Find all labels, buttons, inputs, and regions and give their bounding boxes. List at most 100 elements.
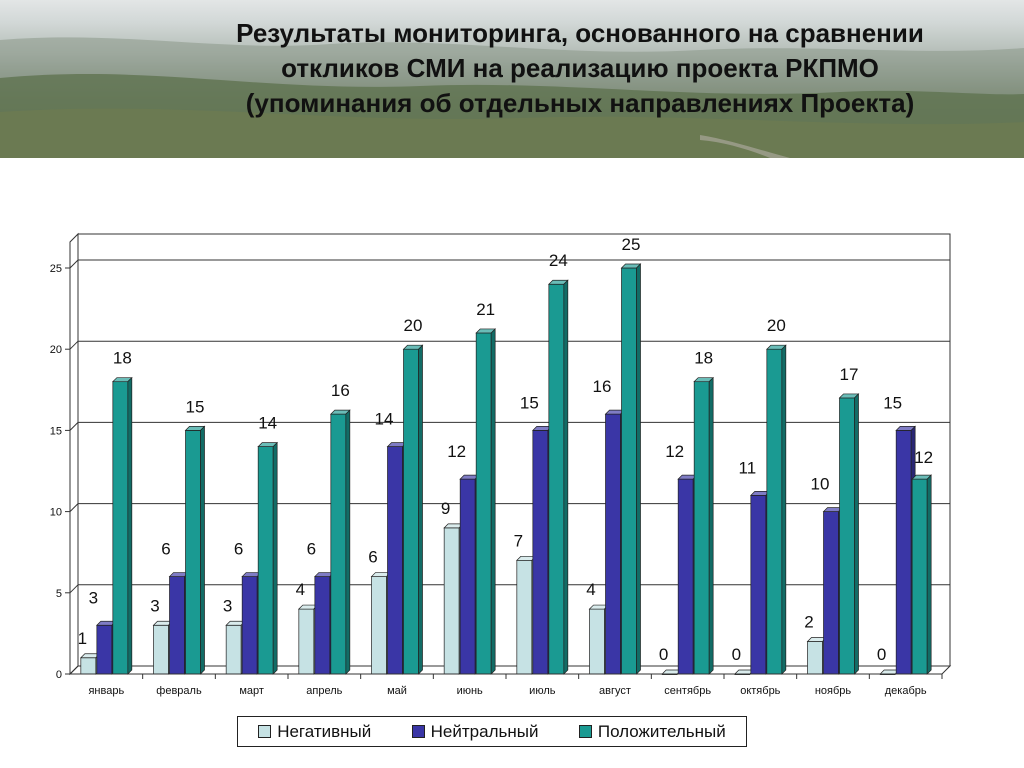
data-label-neutral: 6 (234, 540, 243, 559)
bar-positive (766, 348, 783, 675)
data-label-neutral: 15 (520, 393, 539, 412)
x-tick-label: апрель (306, 685, 342, 697)
data-label-positive: 18 (694, 349, 713, 368)
bar-positive (911, 478, 928, 675)
bar-positive (112, 381, 129, 675)
y-tick-label: 5 (56, 588, 62, 600)
gridline-depth (69, 259, 79, 269)
data-label-neutral: 10 (811, 475, 830, 494)
title-line-3: (упоминания об отдельных направлениях Пр… (245, 88, 915, 118)
data-label-neutral: 14 (375, 410, 394, 429)
bar-side-positive (272, 441, 278, 675)
bar-positive (693, 381, 710, 675)
bar-negative (589, 608, 605, 675)
data-label-negative: 4 (296, 580, 305, 599)
bar-positive (548, 283, 565, 675)
bar-positive (257, 446, 274, 675)
x-tick-label: февраль (156, 685, 202, 697)
title-line-2: откликов СМИ на реализацию проекта РКПМО (281, 53, 879, 83)
bar-neutral (314, 576, 331, 675)
bar-neutral (605, 413, 621, 675)
bar-positive (621, 267, 637, 675)
bar-neutral (532, 430, 549, 675)
data-label-neutral: 3 (89, 588, 98, 607)
data-label-positive: 17 (840, 365, 859, 384)
data-label-positive: 12 (914, 448, 933, 467)
data-label-neutral: 12 (447, 442, 466, 461)
data-label-negative: 3 (223, 596, 232, 615)
y-tick-label: 20 (50, 344, 62, 356)
data-label-neutral: 11 (739, 458, 757, 477)
bar-side-positive (200, 425, 205, 675)
title-line-1: Результаты мониторинга, основанного на с… (236, 18, 924, 48)
bar-side-positive (345, 409, 351, 675)
legend-swatch-neutral (411, 725, 425, 738)
data-label-negative: 1 (78, 629, 87, 648)
gridline-depth (69, 503, 79, 512)
bar-negative (153, 624, 169, 675)
chart-side-wall (69, 232, 79, 676)
data-label-neutral: 16 (593, 377, 612, 396)
bar-negative (225, 624, 242, 675)
data-label-negative: 0 (659, 645, 668, 664)
legend-label-positive: Положительный (597, 721, 726, 741)
bar-side-positive (854, 393, 859, 675)
bar-neutral (823, 511, 839, 675)
bar-negative (298, 608, 315, 675)
data-label-negative: 6 (368, 548, 377, 567)
gridline-depth (69, 422, 79, 431)
bar-side-positive (781, 344, 787, 675)
chart-back-wall (77, 233, 951, 667)
data-label-neutral: 6 (161, 540, 170, 559)
bar-neutral (459, 478, 476, 675)
bar-neutral (96, 624, 113, 675)
y-tick-label: 0 (56, 669, 62, 681)
data-label-negative: 9 (441, 499, 450, 518)
bar-side-positive (708, 376, 714, 675)
bar-side-positive (926, 474, 932, 675)
bar-side-positive (490, 328, 496, 675)
data-label-positive: 18 (113, 349, 132, 368)
legend-label-neutral: Нейтральный (430, 721, 539, 741)
bar-side-positive (418, 344, 423, 675)
legend-item-negative: Негативный (258, 722, 371, 742)
data-label-positive: 15 (186, 397, 205, 416)
bar-side-positive (563, 279, 569, 675)
bar-negative (443, 527, 460, 675)
legend-swatch-negative (258, 725, 272, 738)
legend-item-positive: Положительный (578, 721, 726, 742)
x-tick-label: март (239, 685, 264, 697)
x-tick-label: май (387, 685, 407, 697)
gridline-depth (69, 665, 79, 675)
data-label-positive: 16 (331, 381, 350, 400)
data-label-positive: 25 (622, 235, 641, 254)
data-label-negative: 4 (586, 580, 595, 599)
x-tick-label: октябрь (740, 685, 780, 697)
data-label-neutral: 12 (665, 442, 684, 461)
bar-neutral (387, 446, 403, 675)
bar-negative (807, 641, 823, 675)
data-label-negative: 0 (877, 645, 886, 664)
bar-negative (371, 576, 387, 675)
bar-positive (403, 348, 419, 675)
x-tick-label: декабрь (885, 685, 927, 697)
page-title: Результаты мониторинга, основанного на с… (150, 16, 1010, 121)
bar-negative (516, 559, 533, 675)
bar-neutral (241, 576, 258, 675)
bar-positive (330, 413, 347, 675)
x-tick-label: июль (529, 685, 556, 697)
gridline-depth (69, 584, 79, 594)
y-tick-label: 25 (50, 263, 62, 275)
y-tick-label: 10 (50, 507, 62, 519)
x-tick-label: ноябрь (815, 685, 852, 697)
data-label-negative: 0 (732, 645, 741, 664)
data-label-negative: 7 (514, 531, 523, 550)
bar-positive (839, 397, 855, 675)
bar-side-positive (636, 263, 641, 675)
x-tick-label: июнь (457, 685, 483, 697)
chart-legend: Негативный Нейтральный Положительный (237, 716, 747, 747)
bar-positive (185, 430, 201, 675)
data-label-neutral: 15 (883, 393, 902, 412)
bar-negative (80, 657, 97, 675)
data-label-positive: 24 (549, 251, 568, 270)
